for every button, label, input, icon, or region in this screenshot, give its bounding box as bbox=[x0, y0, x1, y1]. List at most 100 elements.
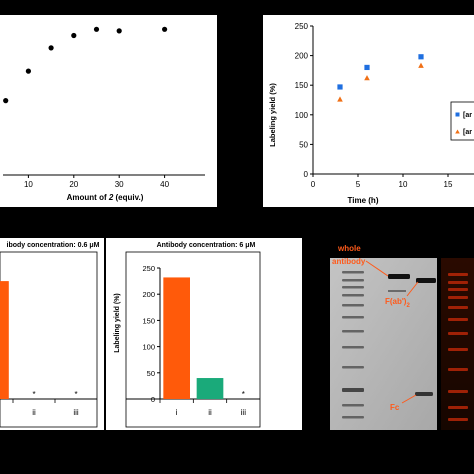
y-axis-label: Labeling yield (%) bbox=[268, 83, 277, 147]
chart-title: Antibody concentration: 6 μM bbox=[157, 242, 256, 249]
antibody-pointer bbox=[365, 260, 389, 277]
ladder-band bbox=[342, 388, 364, 392]
ladder-band bbox=[342, 286, 364, 289]
x-axis-label: Time (h) bbox=[348, 196, 379, 205]
x-tick-label: i bbox=[176, 408, 178, 417]
fluorescence-band bbox=[448, 273, 468, 276]
y-tick-label: 0 bbox=[304, 170, 309, 179]
ladder-band bbox=[342, 366, 364, 369]
y-tick-label: 50 bbox=[299, 140, 308, 149]
ladder-lane bbox=[342, 271, 364, 419]
x-tick-label: 30 bbox=[115, 180, 124, 189]
gel-image-panel: whole antibody F(ab')2 Fc bbox=[330, 238, 474, 430]
gel-electrophoresis-image: whole antibody F(ab')2 Fc bbox=[330, 244, 474, 430]
legend-label-1: [ar bbox=[463, 112, 472, 119]
fluorescence-band bbox=[448, 288, 468, 291]
chart-title: ibody concentration: 0.6 μM bbox=[7, 242, 100, 249]
data-point bbox=[3, 98, 9, 104]
fc-band bbox=[415, 392, 433, 396]
ladder-band bbox=[342, 271, 364, 274]
y-tick-label: 150 bbox=[142, 316, 155, 325]
no-yield-marker: * bbox=[74, 390, 77, 399]
y-tick-label: 200 bbox=[142, 290, 155, 299]
x-tick-label: 10 bbox=[399, 180, 408, 189]
bar bbox=[196, 378, 224, 399]
scatter-chart-time: 0 50 100 150 200 250 0 5 10 15 Time (h) Labeling … bbox=[268, 22, 474, 205]
data-point bbox=[48, 45, 54, 51]
ladder-band bbox=[342, 330, 364, 333]
gel-label-whole: whole bbox=[337, 244, 361, 253]
gel-label-fc: Fc bbox=[390, 403, 400, 412]
bar-panel-high: Antibody concentration: 6 μM Labeling yi… bbox=[106, 238, 302, 430]
faint-band bbox=[388, 290, 406, 292]
x-tick-label: 5 bbox=[356, 180, 361, 189]
x-tick-label: ii bbox=[208, 408, 212, 417]
x-tick-label: ii bbox=[32, 408, 36, 417]
gel-label-fab: F(ab')2 bbox=[385, 297, 410, 309]
data-point bbox=[116, 28, 122, 34]
fluorescence-ladder bbox=[448, 273, 468, 421]
data-point-triangle bbox=[337, 96, 343, 102]
data-point bbox=[162, 26, 168, 32]
whole-antibody-band bbox=[388, 274, 410, 279]
fab2-band bbox=[416, 278, 436, 283]
fluorescence-band bbox=[448, 406, 468, 409]
x-tick-label: 0 bbox=[311, 180, 316, 189]
fab-pointer bbox=[406, 281, 419, 297]
bar bbox=[0, 281, 9, 399]
x-tick-label: iii bbox=[241, 408, 247, 417]
x-tick-label: 40 bbox=[160, 180, 169, 189]
fluorescence-band bbox=[448, 306, 468, 309]
fluorescence-band bbox=[448, 348, 468, 351]
ladder-band bbox=[342, 304, 364, 307]
ladder-band bbox=[342, 294, 364, 297]
plot-frame bbox=[0, 251, 98, 428]
no-yield-marker: * bbox=[32, 390, 35, 399]
gel-label-antibody: antibody bbox=[332, 257, 366, 266]
x-axis-label: Amount of 2 (equiv.) bbox=[67, 193, 144, 202]
no-yield-marker: * bbox=[242, 390, 245, 399]
y-axis-label: Labeling yield (%) bbox=[114, 293, 121, 353]
data-point bbox=[25, 68, 31, 74]
bar-chart-high-conc: Antibody concentration: 6 μM Labeling yi… bbox=[114, 242, 261, 428]
data-point-triangle bbox=[364, 75, 370, 81]
chart-panel-equiv: 010203040 Amount of 2 (equiv.) bbox=[0, 15, 217, 207]
scatter-chart-equiv: 010203040 Amount of 2 (equiv.) bbox=[3, 26, 205, 202]
data-point-square bbox=[418, 54, 424, 60]
y-tick-label: 100 bbox=[295, 111, 309, 120]
data-point-triangle bbox=[418, 62, 424, 68]
fluorescence-band bbox=[448, 390, 468, 393]
bar bbox=[163, 277, 190, 399]
bar-chart-low-conc: ibody concentration: 0.6 μM i*ii*iii bbox=[0, 242, 100, 428]
fluorescence-band bbox=[448, 332, 468, 335]
fluorescence-lane bbox=[441, 258, 474, 430]
fluorescence-band bbox=[448, 296, 468, 299]
x-tick-label: 20 bbox=[69, 180, 78, 189]
chart-panel-time: 0 50 100 150 200 250 0 5 10 15 Time (h) Labeling … bbox=[263, 15, 474, 207]
x-tick-label: 15 bbox=[444, 180, 453, 189]
fluorescence-band bbox=[448, 281, 468, 284]
data-point bbox=[93, 26, 100, 32]
plot-frame bbox=[125, 251, 261, 428]
ladder-band bbox=[342, 416, 364, 419]
fluorescence-band bbox=[448, 368, 468, 371]
data-point-square bbox=[337, 84, 343, 90]
legend-triangle-marker bbox=[455, 129, 460, 134]
legend: [ar [ar bbox=[450, 101, 474, 141]
bar-panel-low: ibody concentration: 0.6 μM i*ii*iii bbox=[0, 238, 104, 430]
x-tick-label: iii bbox=[73, 408, 79, 417]
data-point bbox=[71, 32, 77, 39]
ladder-band bbox=[342, 346, 364, 349]
y-tick-label: 150 bbox=[295, 81, 309, 90]
fluorescence-band bbox=[448, 318, 468, 321]
y-tick-label: 50 bbox=[147, 369, 155, 378]
data-point-square bbox=[364, 64, 370, 71]
y-tick-label: 250 bbox=[142, 264, 155, 273]
ladder-band bbox=[342, 279, 364, 282]
y-tick-label: 200 bbox=[295, 52, 309, 61]
legend-label-2: [ar bbox=[463, 129, 472, 136]
ladder-band bbox=[342, 404, 364, 407]
x-tick-label: 10 bbox=[24, 180, 33, 189]
y-tick-label: 250 bbox=[295, 22, 309, 31]
fc-pointer bbox=[401, 394, 417, 404]
